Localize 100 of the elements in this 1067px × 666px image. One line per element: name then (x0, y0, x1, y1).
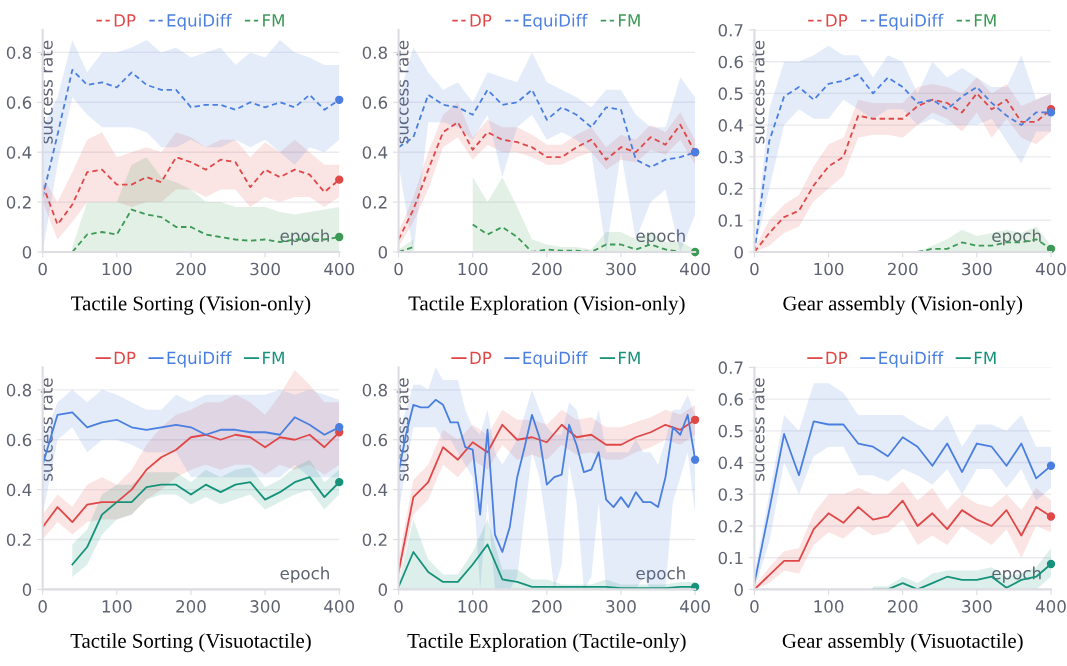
x-tick-label: 100 (102, 262, 132, 276)
y-tick-label: 0.8 (362, 46, 387, 59)
y-axis-title: success rate (40, 40, 53, 144)
y-tick-label: 0.2 (718, 182, 743, 196)
legend-label: EquiDiff (523, 13, 588, 30)
y-tick-label: 0.4 (362, 483, 388, 497)
x-tick-label: 300 (606, 262, 636, 276)
y-tick-label: 0.2 (6, 196, 31, 209)
x-tick-label: 0 (750, 262, 759, 276)
text: Tactile Sorting (Visuotactile) (70, 633, 311, 653)
x-tick-label: 400 (680, 600, 710, 613)
x-tick-label: 300 (962, 262, 992, 276)
legend-label: FM (263, 14, 284, 27)
y-tick-label: 0.6 (718, 393, 743, 406)
y-axis-title: success rate (40, 378, 53, 481)
x-tick-label: 400 (680, 262, 710, 276)
x-tick-label: 200 (176, 262, 206, 276)
x-tick-label: 200 (532, 600, 562, 613)
x-tick-label: 0 (750, 600, 759, 613)
y-tick-label: 0.2 (362, 533, 387, 547)
y-tick-label: 0.6 (6, 433, 32, 447)
y-tick-label: 0.4 (6, 146, 32, 159)
legend-label: FM (974, 14, 996, 27)
y-axis-title: success rate (752, 378, 765, 481)
y-axis-title: success rate (396, 40, 409, 144)
x-tick-label: 200 (176, 600, 206, 613)
y-tick-label: 0.5 (718, 87, 743, 100)
legend-label: DP (114, 14, 136, 27)
x-tick-label: 400 (1035, 600, 1066, 613)
x-tick-label: 300 (606, 600, 636, 613)
x-tick-label: 0 (394, 600, 403, 613)
x-tick-label: 200 (532, 262, 562, 276)
x-axis-title: epoch (280, 229, 329, 246)
legend-label: EquiDiff (167, 351, 232, 368)
y-axis-title: success rate (752, 40, 765, 144)
x-tick-label: 200 (888, 600, 918, 613)
y-tick-label: 0.6 (718, 55, 743, 69)
text: Tactile Sorting (Vision-only) (71, 295, 311, 315)
x-tick-label: 200 (888, 262, 918, 276)
y-tick-label: 0.8 (362, 383, 387, 397)
y-tick-label: 0 (22, 583, 32, 596)
y-tick-label: 0.4 (6, 483, 32, 497)
y-tick-label: 0.4 (718, 456, 744, 470)
y-tick-label: 0.8 (6, 46, 32, 59)
y-axis-title: success rate (396, 378, 409, 481)
x-tick-label: 400 (324, 262, 355, 276)
x-tick-label: 300 (962, 600, 992, 613)
legend-label: FM (619, 14, 640, 27)
x-tick-label: 100 (814, 600, 844, 613)
x-axis-title: epoch (280, 566, 329, 583)
y-tick-label: 0.1 (718, 551, 743, 565)
y-tick-label: 0.6 (6, 96, 32, 109)
y-tick-label: 0.2 (6, 533, 31, 547)
y-tick-label: 0.6 (362, 96, 388, 109)
legend-label: DP (470, 351, 492, 364)
x-tick-label: 0 (38, 600, 47, 613)
y-tick-label: 0.2 (718, 519, 743, 533)
legend-label: FM (974, 351, 996, 364)
x-axis-title: epoch (992, 566, 1041, 583)
text: Gear assembly (Visuotactile) (782, 633, 1023, 653)
y-tick-label: 0.3 (718, 150, 743, 164)
y-tick-label: 0.8 (6, 383, 32, 397)
x-tick-label: 100 (458, 600, 488, 613)
y-tick-label: 0 (734, 245, 743, 259)
y-tick-label: 0 (734, 583, 743, 596)
x-tick-label: 400 (324, 600, 355, 613)
y-tick-label: 0.3 (718, 488, 743, 501)
legend-label: DP (114, 351, 136, 364)
x-tick-label: 100 (814, 262, 844, 276)
legend-label: EquiDiff (879, 351, 944, 368)
x-tick-label: 0 (394, 262, 403, 276)
y-tick-label: 0.1 (718, 214, 743, 227)
x-tick-label: 300 (250, 600, 280, 613)
x-tick-label: 100 (102, 600, 132, 613)
legend-label: DP (826, 351, 848, 364)
text: Tactile Exploration (Tactile-only) (407, 633, 686, 653)
y-tick-label: 0.4 (718, 119, 744, 132)
y-tick-label: 0.5 (718, 424, 743, 438)
y-tick-label: 0.7 (718, 23, 743, 37)
y-tick-label: 0.2 (362, 196, 387, 209)
x-axis-title: epoch (636, 229, 685, 246)
x-tick-label: 300 (250, 262, 280, 276)
legend-label: EquiDiff (167, 13, 232, 30)
legend-label: FM (263, 351, 284, 364)
x-tick-label: 400 (1035, 262, 1066, 276)
legend-label: DP (470, 14, 492, 27)
x-axis-title: epoch (992, 229, 1041, 246)
y-tick-label: 0.7 (718, 361, 743, 374)
y-tick-label: 0.4 (362, 146, 388, 159)
x-tick-label: 100 (458, 262, 488, 276)
y-tick-label: 0.6 (362, 433, 388, 447)
y-tick-label: 0 (378, 245, 388, 259)
text: Gear assembly (Vision-only) (783, 295, 1023, 315)
legend-label: DP (826, 14, 848, 27)
legend-label: EquiDiff (879, 13, 944, 30)
legend-label: FM (619, 351, 640, 364)
y-tick-label: 0 (378, 583, 388, 596)
x-tick-label: 0 (38, 262, 47, 276)
y-tick-label: 0 (22, 245, 32, 259)
text: Tactile Exploration (Vision-only) (408, 295, 685, 315)
